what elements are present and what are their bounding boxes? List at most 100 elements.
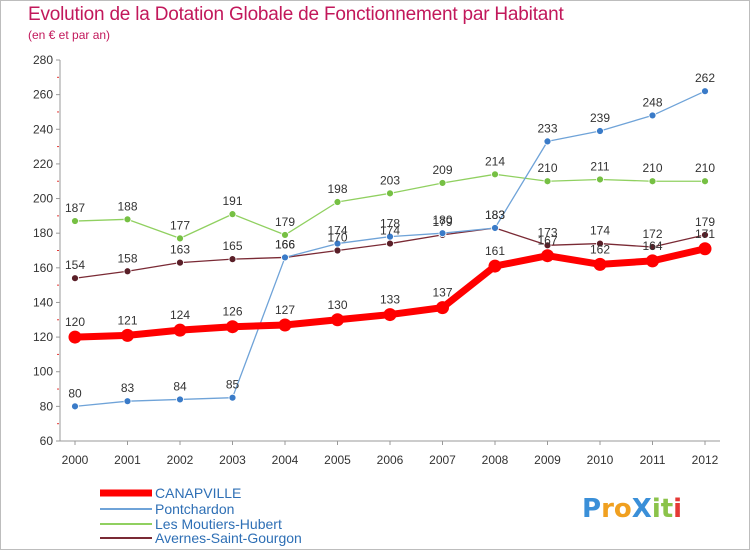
- data-point: [176, 395, 184, 404]
- data-point: [176, 258, 184, 267]
- data-point: [228, 210, 237, 219]
- logo-letter: X: [632, 494, 652, 524]
- data-label: 203: [380, 173, 400, 187]
- data-label: 165: [222, 239, 242, 253]
- data-point: [123, 397, 132, 406]
- data-label: 133: [380, 293, 400, 307]
- data-label: 120: [65, 315, 85, 329]
- data-point: [646, 254, 659, 268]
- x-tick-label: 2001: [114, 453, 141, 467]
- data-label: 248: [642, 95, 662, 109]
- data-label: 84: [173, 379, 187, 393]
- data-label: 121: [117, 313, 137, 327]
- data-point: [491, 170, 499, 179]
- data-label: 239: [590, 111, 610, 125]
- legend-label: Les Moutiers-Hubert: [155, 516, 282, 532]
- data-point: [333, 198, 342, 206]
- x-tick-label: 2010: [587, 453, 614, 467]
- data-label: 154: [65, 258, 85, 272]
- y-tick-label: 100: [33, 365, 53, 379]
- data-point: [281, 231, 289, 239]
- data-label: 127: [275, 303, 295, 317]
- data-label: 126: [222, 305, 242, 319]
- data-point: [71, 274, 79, 283]
- data-label: 166: [275, 237, 295, 251]
- data-point: [123, 215, 132, 224]
- data-label: 209: [432, 163, 452, 177]
- data-label: 198: [327, 182, 347, 196]
- data-label: 85: [226, 378, 240, 392]
- data-label: 163: [170, 243, 190, 257]
- data-point: [226, 320, 239, 334]
- data-label: 130: [327, 298, 347, 312]
- data-point: [176, 234, 184, 243]
- data-label: 137: [432, 286, 452, 300]
- data-point: [648, 177, 657, 186]
- data-point: [173, 323, 187, 337]
- legend-label: CANAPVILLE: [155, 485, 241, 501]
- data-point: [386, 239, 394, 248]
- legend-label: Avernes-Saint-Gourgon: [155, 530, 302, 546]
- data-label: 210: [695, 161, 715, 175]
- data-label: 187: [65, 201, 85, 215]
- y-tick-label: 260: [33, 88, 53, 102]
- x-tick-label: 2009: [534, 453, 561, 467]
- data-label: 191: [222, 194, 242, 208]
- data-label: 210: [537, 161, 557, 175]
- data-label: 214: [485, 154, 505, 168]
- data-point: [648, 111, 657, 120]
- data-point: [596, 239, 604, 248]
- data-label: 174: [380, 224, 400, 238]
- data-label: 83: [121, 381, 135, 395]
- data-point: [438, 229, 447, 238]
- data-label: 211: [590, 159, 609, 173]
- y-tick-label: 220: [33, 157, 53, 171]
- logo-letter: P: [582, 494, 601, 524]
- data-point: [596, 175, 604, 184]
- x-tick-label: 2003: [219, 453, 246, 467]
- logo-letter: o: [614, 494, 632, 524]
- data-label: 167: [537, 234, 557, 248]
- data-label: 177: [170, 218, 190, 232]
- data-point: [68, 330, 82, 344]
- data-label: 233: [537, 121, 557, 135]
- x-tick-label: 2000: [62, 453, 89, 467]
- data-label: 124: [170, 308, 190, 322]
- data-point: [596, 127, 604, 135]
- data-point: [383, 308, 397, 322]
- data-point: [701, 87, 709, 96]
- data-point: [698, 242, 712, 256]
- data-point: [543, 177, 552, 186]
- data-label: 179: [275, 215, 295, 229]
- data-point: [386, 189, 394, 198]
- x-tick-label: 2011: [640, 453, 666, 467]
- data-label: 173: [537, 225, 557, 239]
- data-label: 170: [327, 231, 347, 245]
- x-tick-label: 2004: [272, 453, 299, 467]
- data-label: 183: [485, 208, 505, 222]
- data-label: 210: [642, 161, 662, 175]
- data-label: 174: [590, 224, 610, 238]
- data-label: 179: [432, 215, 452, 229]
- data-label: 161: [485, 244, 505, 258]
- data-point: [488, 259, 502, 273]
- data-point: [436, 301, 449, 315]
- data-point: [281, 253, 289, 262]
- x-tick-label: 2006: [377, 453, 404, 467]
- y-tick-label: 120: [33, 330, 53, 344]
- chart-subtitle: (en € et par an): [28, 28, 111, 42]
- data-point: [331, 313, 344, 327]
- data-label: 172: [642, 227, 662, 241]
- y-tick-label: 200: [33, 192, 53, 206]
- data-label: 164: [642, 239, 662, 253]
- data-point: [278, 318, 292, 332]
- logo-letter: i: [652, 494, 661, 524]
- data-point: [121, 328, 134, 342]
- data-point: [543, 137, 552, 146]
- data-point: [701, 231, 709, 239]
- x-tick-label: 2005: [324, 453, 351, 467]
- data-point: [701, 177, 709, 186]
- data-point: [123, 267, 132, 276]
